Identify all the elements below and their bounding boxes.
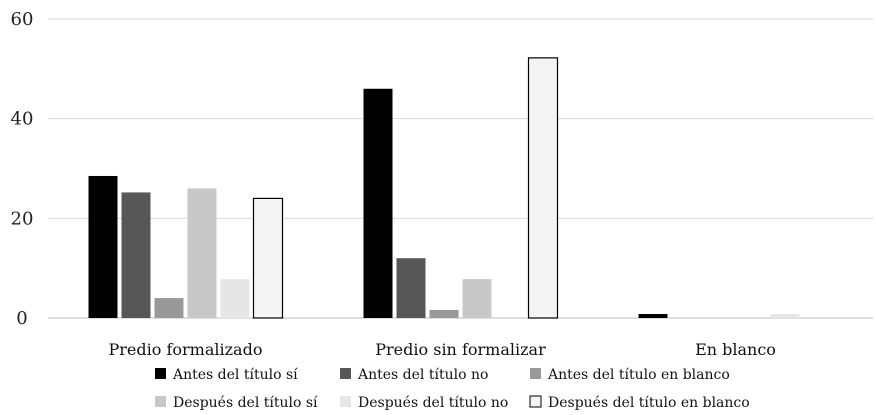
- bar-3-2: [430, 310, 459, 318]
- bar-2-2: [397, 258, 426, 318]
- legend-label: Antes del título en blanco: [547, 367, 730, 383]
- y-tick-label: 0: [16, 308, 27, 329]
- bar-1-1: [89, 176, 118, 318]
- legend-label: Antes del título sí: [172, 367, 298, 383]
- bar-1-3: [639, 314, 668, 318]
- bar-6-2: [529, 58, 558, 318]
- bar-5-3: [771, 314, 800, 318]
- y-tick-label: 60: [11, 9, 34, 30]
- bar-5-1: [221, 279, 250, 318]
- bar-3-1: [155, 298, 184, 318]
- legend-swatch: [340, 368, 351, 379]
- bar-2-1: [122, 192, 151, 318]
- legend-swatch: [155, 368, 166, 379]
- y-tick-label: 20: [11, 208, 34, 229]
- legend-label: Antes del título no: [357, 367, 488, 383]
- legend: Antes del título sí Antes del título no An…: [155, 367, 750, 411]
- bars: [89, 58, 800, 318]
- legend-swatch: [340, 396, 351, 407]
- bar-4-2: [463, 279, 492, 318]
- y-tick-label: 40: [11, 109, 34, 130]
- category-label: Predio sin formalizar: [375, 340, 546, 359]
- bar-1-2: [364, 89, 393, 318]
- legend-label: Después del título no: [358, 395, 508, 411]
- bar-4-1: [188, 188, 217, 318]
- category-label: Predio formalizado: [109, 340, 263, 359]
- legend-swatch: [530, 368, 541, 379]
- legend-label: Después del título sí: [173, 395, 318, 411]
- bar-6-1: [254, 198, 283, 318]
- legend-label: Después del título en blanco: [548, 395, 750, 411]
- legend-swatch: [155, 396, 166, 407]
- category-label: En blanco: [695, 340, 776, 359]
- legend-swatch: [530, 396, 541, 407]
- gridlines: [48, 19, 873, 318]
